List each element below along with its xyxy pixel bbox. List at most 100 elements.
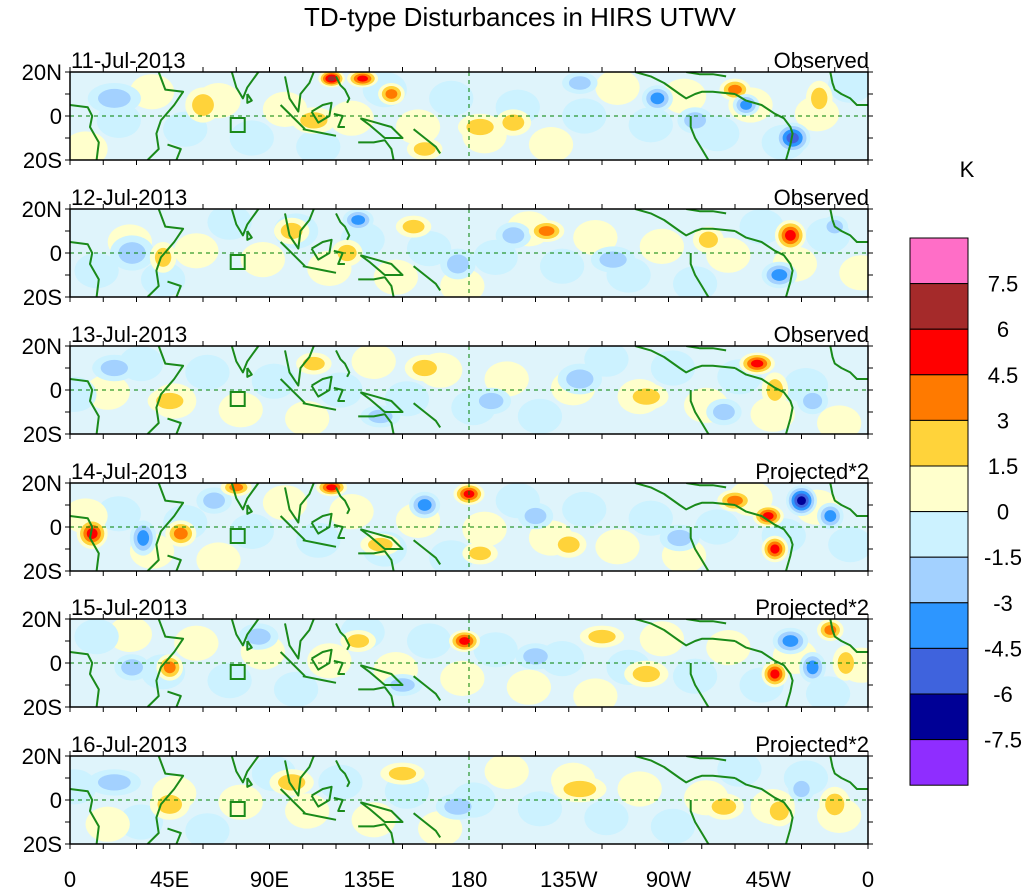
- background-blob: [296, 522, 341, 558]
- colorbar-label: 1.5: [988, 454, 1019, 479]
- coastline: [279, 378, 306, 404]
- colorbar-label: -7.5: [984, 728, 1022, 753]
- background-blob: [672, 658, 718, 694]
- anomaly-contour: [740, 100, 752, 110]
- background-blob: [562, 491, 607, 527]
- background-blob: [85, 806, 130, 842]
- coastline: [335, 212, 351, 241]
- lat-tick-label: 20N: [22, 60, 62, 85]
- background-blob: [118, 804, 164, 840]
- anomaly-field: [70, 346, 862, 434]
- coastline: [230, 346, 260, 374]
- background-blob: [207, 663, 252, 699]
- anomaly-contour: [727, 495, 743, 506]
- lon-tick-label: 45W: [746, 867, 791, 890]
- anomaly-contour: [728, 84, 742, 95]
- coastline: [412, 402, 442, 428]
- anomaly-field: [70, 483, 868, 571]
- lat-tick-label: 20N: [22, 334, 62, 359]
- lat-tick-label: 20N: [22, 744, 62, 769]
- lon-tick-label: 135W: [540, 867, 598, 890]
- background-blob: [185, 354, 230, 390]
- anomaly-contour: [97, 774, 131, 791]
- coastline: [734, 93, 794, 160]
- coastline: [284, 72, 315, 113]
- coastline: [146, 619, 185, 707]
- anomaly-contour: [100, 359, 128, 377]
- coastline: [302, 128, 337, 137]
- region-box: [229, 117, 246, 133]
- background-blob: [628, 107, 673, 143]
- anomaly-contour: [388, 766, 417, 781]
- coastline: [635, 619, 736, 647]
- anomaly-contour: [412, 359, 437, 377]
- lat-tick-label: 20S: [23, 285, 62, 310]
- region-box: [229, 801, 246, 817]
- lat-tick-label: 20N: [22, 197, 62, 222]
- background-blob: [706, 630, 751, 666]
- coastlines: [70, 209, 868, 297]
- background-blob: [517, 791, 563, 827]
- coastline: [359, 664, 404, 686]
- anomaly-contour: [684, 112, 707, 129]
- anomaly-contour: [771, 269, 788, 281]
- background-blob: [506, 669, 552, 705]
- coastline: [146, 72, 185, 160]
- coastline: [146, 483, 185, 571]
- anomaly-contour: [447, 254, 469, 274]
- background-blob: [174, 625, 219, 661]
- background-blob: [440, 660, 485, 697]
- coastline: [146, 756, 185, 844]
- coastline: [686, 209, 727, 215]
- background-blob: [196, 542, 241, 571]
- anomaly-contour: [811, 87, 828, 110]
- lon-tick-label: 45E: [150, 867, 189, 890]
- coastline: [686, 346, 727, 352]
- background-blob: [473, 632, 518, 668]
- background-blob: [406, 231, 452, 267]
- anomaly-contour: [192, 94, 214, 116]
- panel-label: Projected*2: [755, 595, 869, 620]
- background-blob: [717, 756, 762, 787]
- chart-title: TD-type Disturbances in HIRS UTWV: [304, 2, 737, 32]
- anomaly-contour: [557, 536, 580, 553]
- panel: 20N 0 20S 11-Jul-2013 Observed: [22, 48, 873, 173]
- coastline: [358, 139, 395, 160]
- coastline: [70, 788, 100, 844]
- panel-label: Observed: [774, 185, 869, 210]
- coastline: [734, 367, 794, 434]
- panel: 20N 0 20S 15-Jul-2013 Projected*2: [22, 595, 873, 720]
- panel-date: 11-Jul-2013: [71, 48, 186, 73]
- anomaly-contour: [769, 801, 789, 821]
- background-blob: [329, 100, 374, 136]
- coastline: [310, 512, 333, 535]
- coastline: [635, 346, 736, 374]
- coastlines: [70, 756, 868, 844]
- coastline: [358, 686, 395, 707]
- coastline: [829, 483, 868, 517]
- coastline: [70, 241, 100, 297]
- background-blob: [462, 511, 507, 547]
- anomaly-contour: [368, 409, 393, 424]
- anomaly-contour: [750, 359, 764, 368]
- anomaly-contour: [459, 637, 470, 645]
- coastline: [829, 756, 868, 790]
- background-blob: [351, 802, 396, 838]
- coastline: [230, 72, 260, 100]
- region-box: [229, 528, 246, 544]
- background-blob: [273, 671, 319, 707]
- coastline: [358, 276, 395, 297]
- panel-label: Observed: [774, 48, 869, 73]
- background-blob: [617, 771, 662, 807]
- panel-date: 14-Jul-2013: [71, 459, 187, 484]
- coastline: [333, 386, 345, 402]
- colorbar-box: [909, 465, 969, 513]
- anomaly-contour: [502, 227, 525, 244]
- coastline: [358, 550, 395, 571]
- anomaly-contour: [824, 510, 837, 522]
- lat-tick-label: 20N: [22, 607, 62, 632]
- anomaly-contour: [357, 75, 368, 82]
- background-blob: [739, 209, 784, 245]
- coastline: [310, 785, 333, 808]
- background-blob: [74, 619, 119, 655]
